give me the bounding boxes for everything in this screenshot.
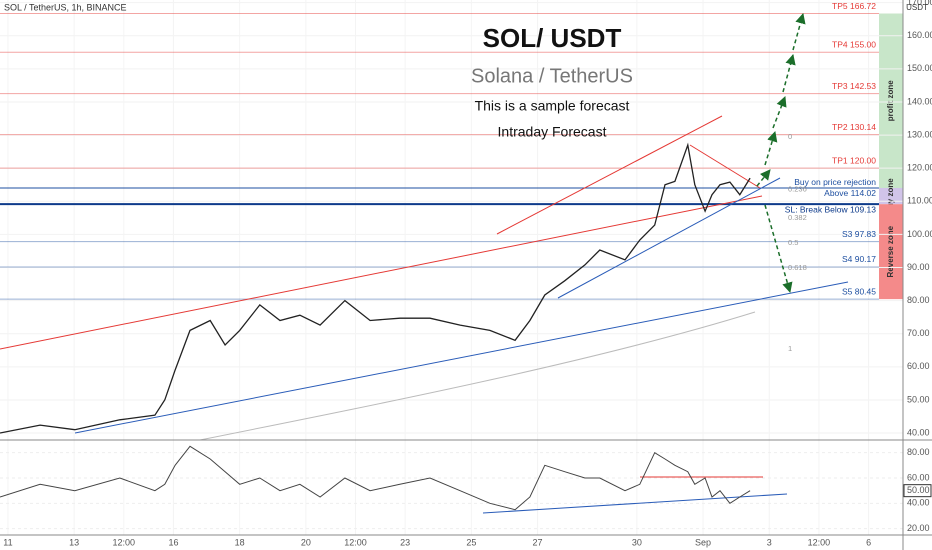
y-tick-label: 140.00 <box>907 96 932 106</box>
x-tick-label: Sep <box>695 537 711 547</box>
x-tick-label: 16 <box>168 537 178 547</box>
arrow <box>764 204 793 294</box>
fib-label: 0 <box>788 132 792 141</box>
rsi-tick-label: 80.00 <box>907 447 930 457</box>
zone <box>879 13 903 188</box>
level-label: S3 97.83 <box>842 229 876 239</box>
level-label: SL: Break Below 109.13 <box>785 204 876 214</box>
y-tick-label: 100.00 <box>907 229 932 239</box>
arrow <box>764 130 778 166</box>
y-tick-label: 120.00 <box>907 163 932 173</box>
x-tick-label: 3 <box>767 537 772 547</box>
x-tick-label: 13 <box>69 537 79 547</box>
arrow <box>772 96 787 129</box>
y-tick-label: 60.00 <box>907 361 930 371</box>
x-tick-label: 12:00 <box>808 537 831 547</box>
header: SOL / TetherUS, 1h, BINANCE <box>4 2 127 12</box>
y-tick-label: 40.00 <box>907 427 930 437</box>
level-label: TP5 166.72 <box>832 1 876 11</box>
zone <box>879 187 903 205</box>
y-tick-label: 70.00 <box>907 328 930 338</box>
arrow <box>756 169 771 187</box>
y-tick-label: 130.00 <box>907 129 932 139</box>
trendline <box>557 177 781 299</box>
rsi-tick-label: 40.00 <box>907 498 930 508</box>
rsi-tick-label: 60.00 <box>907 472 930 482</box>
fib-label: 1 <box>788 344 792 353</box>
level-label: TP3 142.53 <box>832 81 876 91</box>
annotation: Intraday Forecast <box>498 124 607 140</box>
x-tick-label: 20 <box>301 537 311 547</box>
fib-label: 0.5 <box>788 238 798 247</box>
level-label: TP2 130.14 <box>832 122 876 132</box>
rsi-current-label: 50.00 <box>907 485 930 495</box>
x-tick-label: 25 <box>466 537 476 547</box>
currency: USDT <box>906 3 928 12</box>
trendline <box>496 115 723 235</box>
trendline <box>74 281 849 434</box>
y-tick-label: 50.00 <box>907 394 930 404</box>
y-tick-label: 160.00 <box>907 30 932 40</box>
arrow <box>792 12 806 51</box>
x-tick-label: 30 <box>632 537 642 547</box>
level-label: TP4 155.00 <box>832 40 876 50</box>
drawings <box>0 12 849 514</box>
x-tick-label: 12:00 <box>113 537 136 547</box>
x-tick-label: 18 <box>235 537 245 547</box>
zone-label: Reverse zone <box>886 225 895 277</box>
rsi-trendline <box>482 493 788 514</box>
level-label: TP1 120.00 <box>832 155 876 165</box>
fib-label: 0.382 <box>788 213 807 222</box>
y-tick-label: 110.00 <box>907 196 932 206</box>
y-tick-label: 80.00 <box>907 295 930 305</box>
fib-label: 0.236 <box>788 184 807 193</box>
level-label: S4 90.17 <box>842 254 876 264</box>
rsi-current <box>903 484 932 498</box>
x-tick-label: 23 <box>400 537 410 547</box>
moving-average <box>199 311 756 441</box>
level-label: S5 80.45 <box>842 286 876 296</box>
x-tick-label: 11 <box>3 537 12 547</box>
annotation: This is a sample forecast <box>475 98 630 114</box>
chart-title: SOL/ USDT <box>483 23 622 53</box>
rsi-tick-label: 20.00 <box>907 523 930 533</box>
zone-label: profit zone <box>886 80 895 121</box>
x-tick-label: 6 <box>866 537 871 547</box>
trendline <box>0 195 763 350</box>
rsi-line <box>0 445 751 511</box>
y-tick-label: 90.00 <box>907 262 930 272</box>
level-label: Above 114.02 <box>824 188 876 198</box>
arrow <box>782 53 796 93</box>
subtitle: Solana / TetherUS <box>471 65 633 87</box>
fib-label: 0.618 <box>788 263 807 272</box>
y-tick-label: 150.00 <box>907 63 932 73</box>
zone-label: Buy zone <box>886 178 895 214</box>
level-note: Buy on price rejection <box>794 177 876 187</box>
zone <box>879 204 903 300</box>
y-tick-label: 170.00 <box>907 0 932 7</box>
x-tick-label: 12:00 <box>344 537 367 547</box>
price-line <box>0 142 751 434</box>
x-tick-label: 27 <box>533 537 543 547</box>
